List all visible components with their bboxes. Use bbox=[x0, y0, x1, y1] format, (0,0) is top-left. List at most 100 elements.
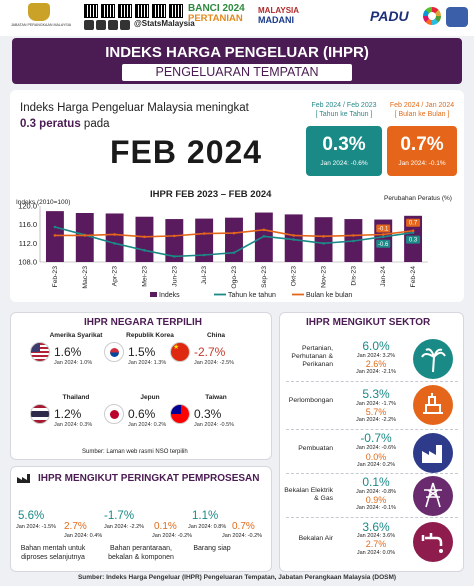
yoy-point bbox=[202, 253, 206, 257]
sector-pembuatan: Pembuatan -0.7% Jan 2024: -0.6% 0.0% Jan… bbox=[281, 431, 463, 487]
proses-yoy-sub: Jan 2024: -2.2% bbox=[104, 524, 145, 530]
yoy-point bbox=[113, 242, 116, 245]
country-china: ★ China -2.7% Jan 2024: -2.5% bbox=[170, 332, 250, 372]
korea-flag-icon bbox=[104, 342, 124, 362]
data-label-box bbox=[376, 224, 391, 233]
proses-mom-sub: Jan 2024: -0.2% bbox=[152, 533, 193, 539]
yoy-box: 0.3% Jan 2024: -0.6% bbox=[306, 126, 382, 176]
country-sub: Jan 2024: 1.0% bbox=[54, 360, 93, 366]
legend-label-yoy: Tahun ke tahun bbox=[228, 292, 276, 299]
mom-point bbox=[232, 231, 236, 235]
page-title: INDEKS HARGA PENGELUAR (IHPR) bbox=[105, 44, 369, 61]
country-japan: Jepun 0.6% Jan 2024: 0.2% bbox=[104, 394, 184, 434]
proses-yoy: 1.1% bbox=[192, 510, 219, 522]
sector-yoy-sub: Jan 2024: 3.6% bbox=[356, 533, 396, 539]
country-name: Republik Korea bbox=[126, 332, 174, 339]
sector-name: Perlombongan bbox=[288, 397, 333, 404]
yoy-point bbox=[322, 242, 325, 245]
index-bar bbox=[314, 217, 333, 262]
country-us: Amerika Syarikat 1.6% Jan 2024: 1.0% bbox=[30, 332, 110, 372]
sector-perlombongan: Perlombongan 5.3% Jan 2024: -1.7% 5.7% J… bbox=[281, 383, 463, 439]
sector-name: Pembuatan bbox=[298, 445, 333, 452]
country-name: Amerika Syarikat bbox=[49, 332, 103, 339]
madani-line1: MALAYSIA bbox=[258, 6, 300, 15]
index-bar bbox=[105, 213, 124, 262]
x-tick-label: Ogo-23 bbox=[231, 266, 238, 289]
banci-line1: BANCI 2024 bbox=[188, 3, 245, 14]
y-tick-label: 116.0 bbox=[19, 220, 37, 229]
legend-label-index: Indeks bbox=[159, 292, 180, 299]
yoy-value: 0.3% bbox=[322, 134, 366, 155]
negara-source: Sumber: Laman web rasmi NSO terpilih bbox=[82, 449, 188, 455]
qr-code-icon bbox=[84, 4, 98, 18]
logo-bar: JABATAN PERANGKAAN MALAYSIA @StatsMalays… bbox=[0, 0, 474, 36]
proses-yoy: 5.6% bbox=[18, 510, 45, 522]
data-label: 0.7 bbox=[409, 221, 418, 227]
x-tick-label: Feb-23 bbox=[52, 266, 59, 288]
data-label: 0.3 bbox=[409, 238, 418, 244]
yoy-point bbox=[173, 255, 176, 258]
china-flag-icon: ★ bbox=[170, 342, 190, 362]
country-sub: Jan 2024: -2.5% bbox=[194, 360, 235, 366]
sector-air: Bekalan Air 3.6% Jan 2024: 3.6% 2.7% Jan… bbox=[281, 519, 463, 575]
x-tick-label: Jun-23 bbox=[171, 266, 178, 287]
legend-swatch-index bbox=[150, 292, 157, 297]
proses-mom-sub: Jan 2024: -0.2% bbox=[222, 533, 263, 539]
mom-point bbox=[113, 233, 116, 236]
dosm-logo: JABATAN PERANGKAAN MALAYSIA bbox=[6, 3, 76, 33]
proses-mom-sub: Jan 2024: 0.4% bbox=[64, 533, 103, 539]
sector-divider bbox=[286, 429, 458, 430]
mom-point bbox=[292, 234, 295, 237]
yoy-sub: Jan 2024: -0.6% bbox=[320, 160, 368, 167]
country-value: 1.6% bbox=[54, 345, 82, 359]
madani-line2: MADANI bbox=[258, 15, 294, 25]
qr-code-icon bbox=[101, 4, 115, 18]
country-korea: Republik Korea 1.5% Jan 2024: 1.3% bbox=[104, 332, 184, 372]
dosm-text: JABATAN PERANGKAAN MALAYSIA bbox=[10, 23, 72, 27]
proses-label: Barang siap bbox=[193, 545, 231, 552]
sector-yoy-sub: Jan 2024: 3.2% bbox=[356, 353, 396, 359]
yoy-caption: Feb 2024 / Feb 2023 [ Tahun ke Tahun ] bbox=[304, 101, 384, 119]
sector-elektrik: Bekalan Elektrik & Gas 0.1% Jan 2024: -0… bbox=[281, 475, 463, 531]
social-handle: @StatsMalaysia bbox=[134, 19, 195, 28]
y-tick-label: 112.0 bbox=[19, 239, 37, 248]
qr-code-icon bbox=[118, 4, 132, 18]
crest-icon bbox=[28, 3, 50, 21]
negara-title: IHPR NEGARA TERPILIH bbox=[84, 317, 202, 328]
page-subtitle: PENGELUARAN TEMPATAN bbox=[122, 64, 352, 81]
proses-mom: 0.1% bbox=[154, 521, 177, 532]
qr-code-icon bbox=[169, 4, 183, 18]
negara-card bbox=[10, 312, 272, 460]
agency-logo-icon bbox=[446, 7, 468, 27]
proses-yoy-sub: Jan 2024: 0.8% bbox=[188, 524, 227, 530]
mom-point bbox=[173, 234, 176, 238]
qr-code-icon bbox=[135, 4, 149, 18]
index-bar bbox=[284, 214, 303, 262]
sector-mom: 2.6% bbox=[365, 359, 387, 369]
sdg-wheel-icon bbox=[423, 7, 441, 25]
chart-title: IHPR FEB 2023 – FEB 2024 bbox=[150, 189, 272, 200]
country-taiwan: Taiwan 0.3% Jan 2024: -0.5% bbox=[170, 394, 250, 434]
thailand-flag-icon bbox=[30, 404, 50, 424]
mom-box: 0.7% Jan 2024: -0.1% bbox=[387, 126, 457, 176]
x-tick-label: Sep-23 bbox=[261, 266, 268, 288]
youtube-icon bbox=[120, 20, 130, 30]
proses-mom: 0.7% bbox=[232, 521, 255, 532]
data-label: -0.1 bbox=[378, 226, 389, 232]
mom-point bbox=[83, 234, 87, 237]
x-tick-label: Apr-23 bbox=[112, 266, 119, 287]
yoy-caption-2: [ Tahun ke Tahun ] bbox=[315, 111, 373, 118]
x-tick-label: Dis-23 bbox=[350, 266, 357, 286]
proses-label: Bahan perantaraan, bekalan & komponen bbox=[108, 545, 174, 561]
sector-yoy: 5.3% bbox=[362, 387, 390, 401]
mom-point bbox=[411, 229, 415, 233]
water-tap-icon bbox=[413, 522, 453, 562]
country-name: Jepun bbox=[140, 394, 160, 401]
proses-card bbox=[10, 466, 272, 572]
index-bar bbox=[165, 219, 184, 262]
ihpr-chart: 120.0 116.0 112.0 108.0 -0.1 -0.6 0.7 0.3 Feb-23… bbox=[18, 202, 428, 299]
factory-header-icon bbox=[16, 471, 34, 483]
sector-mom-sub: Jan 2024: 0.2% bbox=[356, 462, 396, 468]
country-sub: Jan 2024: 0.2% bbox=[128, 422, 167, 428]
sector-divider bbox=[286, 381, 458, 382]
